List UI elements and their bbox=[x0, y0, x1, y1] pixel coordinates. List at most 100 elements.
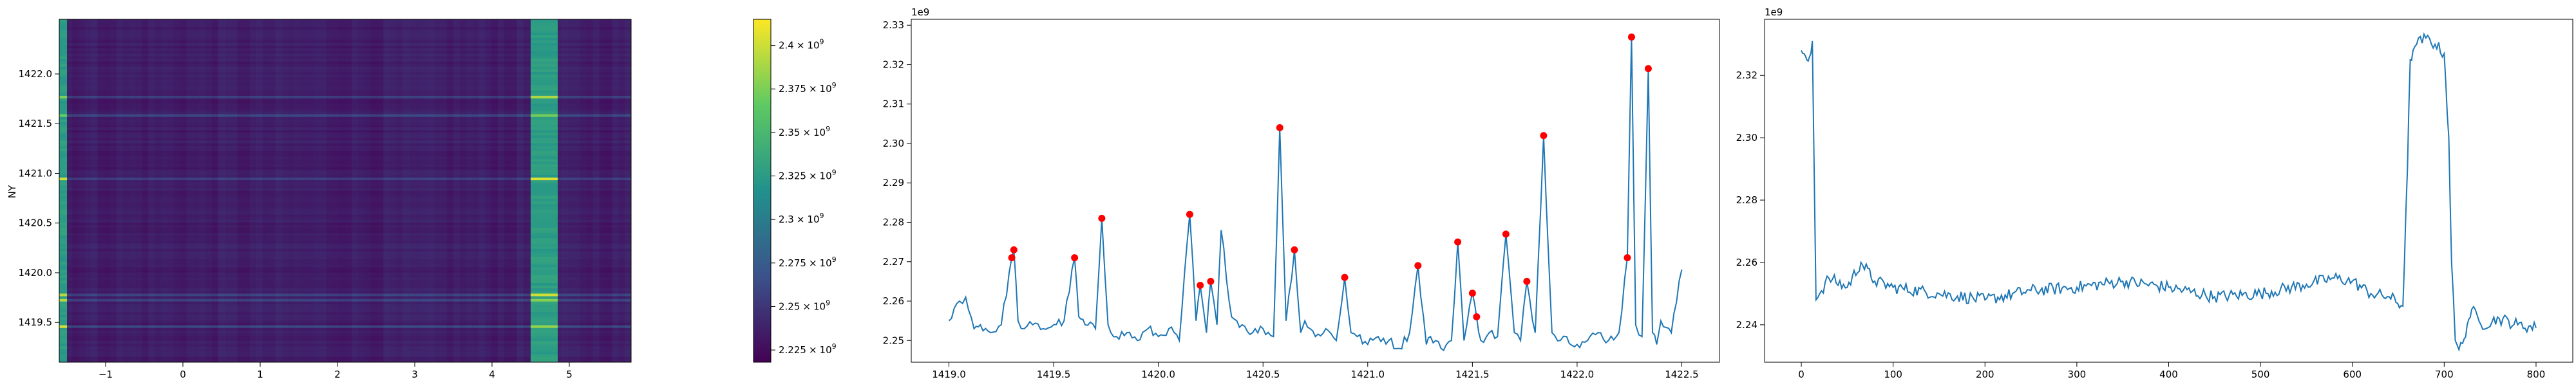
heatmap-column bbox=[84, 19, 91, 362]
heatmap-band-1 bbox=[531, 151, 558, 154]
heatmap-row bbox=[59, 346, 631, 350]
heatmap-band-0 bbox=[59, 114, 67, 118]
heatmap-band-1 bbox=[531, 116, 558, 120]
heatmap-column bbox=[155, 19, 162, 362]
heatmap-band-1 bbox=[531, 207, 558, 210]
heatmap-row bbox=[59, 185, 631, 188]
colorbar-ticks: 2.225 × 109 2.25 × 109 2.275 × 109 2.3 × 109 2.325 × 1… bbox=[771, 38, 837, 356]
heatmap-column bbox=[256, 19, 263, 362]
heatmap-row bbox=[59, 317, 631, 320]
peak-marker bbox=[1627, 33, 1635, 41]
heatmap-row bbox=[59, 116, 631, 120]
heatmap-band-1 bbox=[531, 72, 558, 75]
heatmap-band-0 bbox=[59, 154, 67, 157]
peak-marker bbox=[1454, 238, 1462, 246]
heatmap-column bbox=[478, 19, 486, 362]
heatmap-column bbox=[211, 19, 219, 362]
colorbar: 2.225 × 109 2.25 × 109 2.275 × 109 2.3 × 109 2.325 × 1… bbox=[753, 19, 837, 363]
heatmap-band-1 bbox=[531, 201, 558, 205]
heatmap-band-0 bbox=[59, 80, 67, 83]
heatmap-x-tick-label: 5 bbox=[566, 369, 573, 380]
heatmap-band-1 bbox=[531, 336, 558, 339]
heatmap-band-0 bbox=[59, 180, 67, 183]
heatmap-row bbox=[59, 299, 631, 302]
heatmap-band-1 bbox=[531, 227, 558, 231]
heatmap-row bbox=[59, 156, 631, 160]
heatmap-band-1 bbox=[531, 127, 558, 131]
heatmap-band-0 bbox=[59, 42, 67, 46]
heatmap-band-0 bbox=[59, 87, 67, 91]
heatmap-band-0 bbox=[59, 183, 67, 186]
heatmap-column bbox=[135, 19, 142, 362]
heatmap-column bbox=[434, 19, 441, 362]
profile-x-tick-label: 100 bbox=[1884, 369, 1902, 380]
heatmap-row bbox=[59, 127, 631, 131]
heatmap-band-1 bbox=[531, 193, 558, 197]
heatmap-band-1 bbox=[531, 267, 558, 271]
heatmap-row bbox=[59, 207, 631, 210]
heatmap-row bbox=[59, 257, 631, 260]
heatmap-row bbox=[59, 264, 631, 268]
heatmap-column bbox=[345, 19, 352, 362]
heatmap-column bbox=[497, 19, 505, 362]
heatmap-band-1 bbox=[531, 185, 558, 188]
heatmap-band-0 bbox=[59, 338, 67, 342]
heatmap-row bbox=[59, 296, 631, 300]
heatmap-row bbox=[59, 172, 631, 176]
heatmap-band-0 bbox=[59, 85, 67, 89]
heatmap-row bbox=[59, 262, 631, 265]
heatmap-column bbox=[142, 19, 149, 362]
heatmap-column bbox=[402, 19, 410, 362]
heatmap-band-1 bbox=[531, 217, 558, 221]
heatmap-band-1 bbox=[531, 56, 558, 60]
heatmap-band-0 bbox=[59, 267, 67, 271]
heatmap-row bbox=[59, 64, 631, 68]
peak-marker bbox=[1008, 254, 1016, 262]
heatmap-band-0 bbox=[59, 359, 67, 362]
heatmap-row bbox=[59, 145, 631, 149]
heatmap-row bbox=[59, 320, 631, 324]
heatmap-band-0 bbox=[59, 133, 67, 136]
heatmap-band-0 bbox=[59, 143, 67, 147]
heatmap-band-1 bbox=[531, 272, 558, 276]
peaks-y-tick-label: 2.26 bbox=[883, 295, 904, 307]
heatmap-column bbox=[516, 19, 524, 362]
heatmap-row bbox=[59, 275, 631, 279]
heatmap-row bbox=[59, 122, 631, 125]
heatmap-band-0 bbox=[59, 37, 67, 41]
heatmap-band-0 bbox=[59, 151, 67, 154]
heatmap-band-0 bbox=[59, 275, 67, 279]
heatmap-band-1 bbox=[531, 93, 558, 96]
heatmap-band-1 bbox=[531, 354, 558, 358]
peaks-panel: 1419.0 1419.5 1420.0 1420.5 1421.0 1421.5 1422… bbox=[883, 6, 1720, 380]
heatmap-row bbox=[59, 95, 631, 99]
heatmap-column bbox=[269, 19, 276, 362]
heatmap-band-0 bbox=[59, 56, 67, 60]
profile-x-tick-label: 200 bbox=[1976, 369, 1994, 380]
heatmap-band-0 bbox=[59, 66, 67, 70]
peaks-y-tick-label: 2.29 bbox=[883, 177, 904, 188]
heatmap-band-0 bbox=[59, 164, 67, 168]
heatmap-band-0 bbox=[59, 253, 67, 257]
heatmap-band-0 bbox=[59, 35, 67, 39]
heatmap-band-0 bbox=[59, 301, 67, 305]
heatmap-band-1 bbox=[531, 30, 558, 33]
heatmap-band-1 bbox=[531, 277, 558, 281]
heatmap-band-1 bbox=[531, 22, 558, 25]
heatmap-row bbox=[59, 66, 631, 70]
heatmap-column bbox=[408, 19, 416, 362]
heatmap-band-0 bbox=[59, 61, 67, 65]
heatmap-column bbox=[71, 19, 79, 362]
heatmap-row bbox=[59, 204, 631, 207]
heatmap-band-1 bbox=[531, 174, 558, 178]
heatmap-band-0 bbox=[59, 69, 67, 73]
heatmap-y-tick-label: 1421.5 bbox=[19, 118, 53, 129]
heatmap-band-0 bbox=[59, 241, 67, 244]
heatmap-band-1 bbox=[531, 85, 558, 89]
heatmap-band-0 bbox=[59, 299, 67, 302]
heatmap-band-1 bbox=[531, 293, 558, 297]
heatmap-column bbox=[592, 19, 600, 362]
colorbar-tick-label: 2.325 × 109 bbox=[779, 169, 837, 182]
heatmap-band-1 bbox=[531, 101, 558, 104]
